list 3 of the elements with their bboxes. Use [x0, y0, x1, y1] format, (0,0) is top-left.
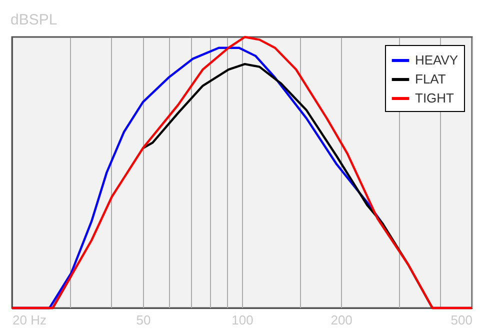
legend-label: HEAVY	[415, 52, 458, 68]
legend-label: TIGHT	[415, 90, 454, 106]
legend-label: FLAT	[415, 72, 446, 86]
